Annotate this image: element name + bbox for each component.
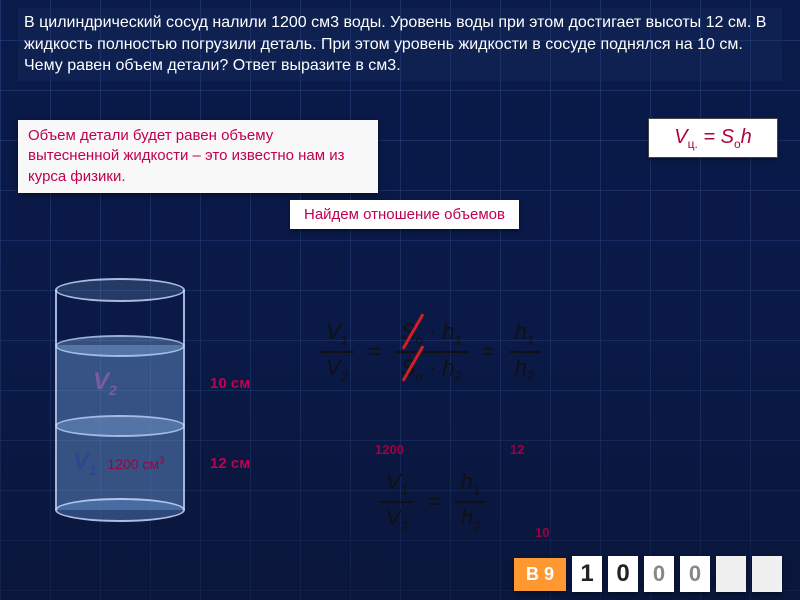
- problem-text: В цилиндрический сосуд налили 1200 см3 в…: [18, 8, 782, 81]
- cylinder-top-ellipse: [55, 278, 185, 302]
- eq2-lhs: V1 V2: [380, 470, 414, 533]
- answer-digit: 0: [644, 556, 674, 592]
- ann-12: 12: [510, 442, 524, 457]
- cylinder-diagram: V2 V1 1200 см3: [55, 290, 185, 510]
- eq1-lhs: V1 V2: [320, 320, 354, 383]
- cylinder-bottom-ellipse: [55, 498, 185, 522]
- answer-label: В 9: [514, 558, 566, 591]
- ann-1200: 1200: [375, 442, 404, 457]
- h-bottom-label: 12 см: [210, 455, 250, 472]
- water-surface-lower: [55, 415, 185, 437]
- equation-2: V1 V2 = h1 h2: [380, 470, 486, 533]
- eq1-mid: Sо · h1 Sо · h2: [395, 320, 468, 383]
- answer-digit: 0: [680, 556, 710, 592]
- answer-row: В 9 1 0 0 0: [514, 556, 782, 592]
- answer-digit: 1: [572, 556, 602, 592]
- water-surface-upper: [55, 335, 185, 357]
- ann-10: 10: [535, 525, 549, 540]
- equation-1: V1 V2 = Sо · h1 Sо · h2 = h1 h2: [320, 320, 540, 383]
- formula-content: Vц. = Sоh: [674, 126, 752, 151]
- equals-icon: =: [478, 339, 499, 365]
- eq1-rhs: h1 h2: [509, 320, 540, 383]
- answer-empty-cell: [716, 556, 746, 592]
- v2-label: V2: [93, 368, 117, 398]
- answer-digit: 0: [608, 556, 638, 592]
- equals-icon: =: [424, 489, 445, 515]
- ratio-hint-box: Найдем отношение объемов: [290, 200, 519, 229]
- h-top-label: 10 см: [210, 375, 250, 392]
- answer-empty-cell: [752, 556, 782, 592]
- main-formula: Vц. = Sоh: [648, 118, 778, 158]
- equals-icon: =: [364, 339, 385, 365]
- eq2-rhs: h1 h2: [455, 470, 486, 533]
- hint-box: Объем детали будет равен объему вытеснен…: [18, 120, 378, 193]
- v1-label: V1 1200 см3: [73, 448, 165, 478]
